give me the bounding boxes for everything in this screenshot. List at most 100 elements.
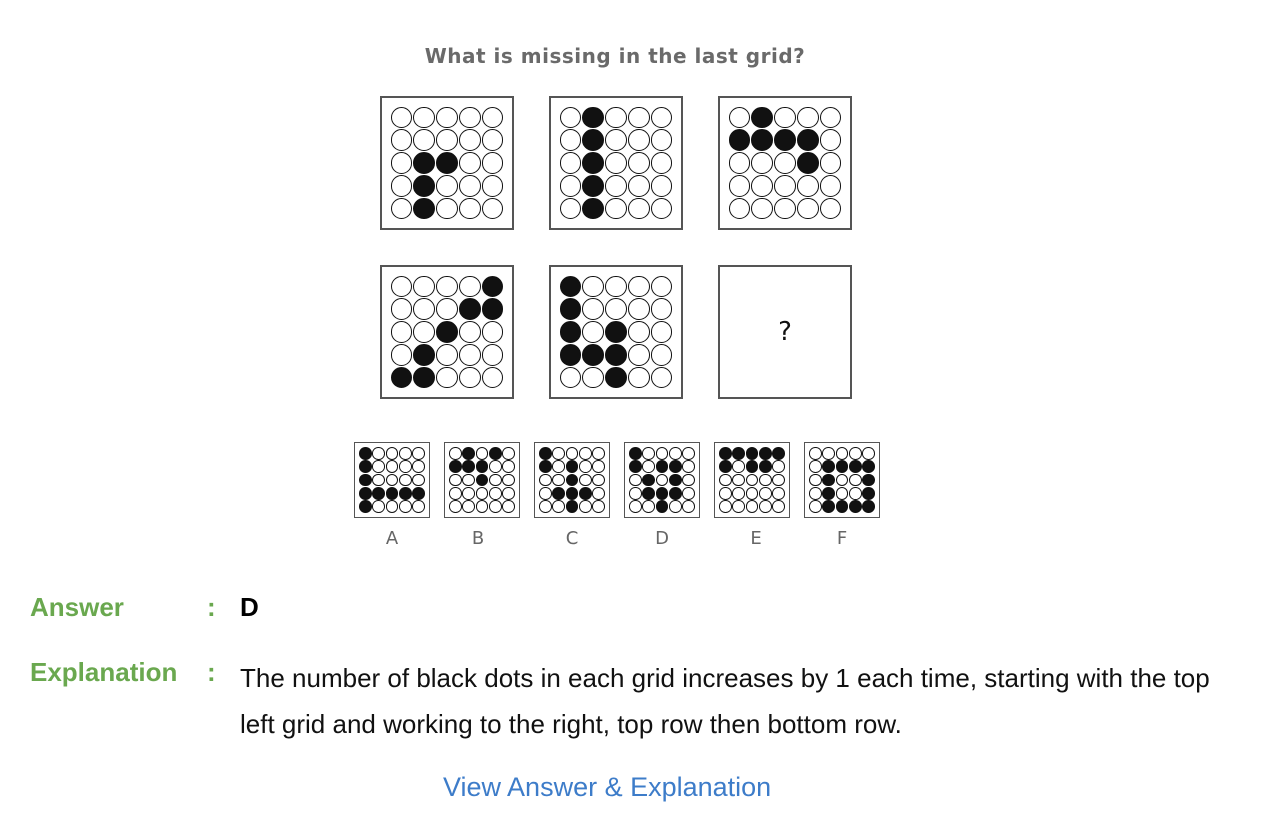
white-dot: [372, 500, 385, 513]
black-dot: [413, 152, 435, 174]
white-dot: [751, 152, 773, 174]
white-dot: [489, 460, 502, 473]
white-dot: [386, 500, 399, 513]
black-dot: [797, 152, 819, 174]
white-dot: [774, 175, 796, 197]
white-dot: [642, 460, 655, 473]
white-dot: [459, 367, 481, 389]
white-dot: [476, 447, 489, 460]
white-dot: [482, 152, 504, 174]
black-dot: [462, 447, 475, 460]
black-dot: [482, 276, 504, 298]
option-grid-a[interactable]: [354, 442, 430, 518]
white-dot: [552, 474, 565, 487]
white-dot: [682, 460, 695, 473]
black-dot: [729, 129, 751, 151]
white-dot: [489, 487, 502, 500]
white-dot: [651, 367, 673, 389]
puzzle-grid-1: [380, 96, 514, 230]
white-dot: [482, 129, 504, 151]
white-dot: [651, 129, 673, 151]
white-dot: [592, 460, 605, 473]
white-dot: [482, 175, 504, 197]
black-dot: [862, 500, 875, 513]
white-dot: [836, 447, 849, 460]
white-dot: [399, 460, 412, 473]
white-dot: [849, 447, 862, 460]
white-dot: [459, 152, 481, 174]
black-dot: [746, 460, 759, 473]
black-dot: [359, 447, 372, 460]
option-grid-e[interactable]: [714, 442, 790, 518]
white-dot: [582, 298, 604, 320]
black-dot: [449, 460, 462, 473]
black-dot: [579, 487, 592, 500]
white-dot: [820, 175, 842, 197]
black-dot: [719, 460, 732, 473]
white-dot: [412, 474, 425, 487]
white-dot: [412, 447, 425, 460]
white-dot: [669, 447, 682, 460]
explanation-label: Explanation: [30, 657, 177, 688]
white-dot: [436, 175, 458, 197]
white-dot: [772, 460, 785, 473]
black-dot: [582, 129, 604, 151]
white-dot: [682, 474, 695, 487]
answer-label: Answer: [30, 592, 124, 623]
white-dot: [628, 198, 650, 220]
white-dot: [566, 447, 579, 460]
white-dot: [391, 321, 413, 343]
white-dot: [413, 129, 435, 151]
black-dot: [642, 487, 655, 500]
white-dot: [682, 500, 695, 513]
option-letter-f: F: [804, 528, 880, 549]
white-dot: [476, 500, 489, 513]
white-dot: [605, 298, 627, 320]
black-dot: [482, 298, 504, 320]
white-dot: [502, 447, 515, 460]
white-dot: [449, 500, 462, 513]
option-grid-f[interactable]: [804, 442, 880, 518]
black-dot: [552, 487, 565, 500]
white-dot: [391, 344, 413, 366]
white-dot: [436, 298, 458, 320]
option-letter-a: A: [354, 528, 430, 549]
white-dot: [459, 321, 481, 343]
white-dot: [399, 474, 412, 487]
white-dot: [729, 152, 751, 174]
white-dot: [413, 107, 435, 129]
white-dot: [449, 487, 462, 500]
white-dot: [629, 474, 642, 487]
white-dot: [651, 344, 673, 366]
black-dot: [413, 198, 435, 220]
option-grid-b[interactable]: [444, 442, 520, 518]
white-dot: [642, 500, 655, 513]
white-dot: [820, 107, 842, 129]
white-dot: [862, 447, 875, 460]
white-dot: [605, 198, 627, 220]
black-dot: [436, 321, 458, 343]
white-dot: [651, 321, 673, 343]
option-grid-c[interactable]: [534, 442, 610, 518]
white-dot: [849, 474, 862, 487]
answer-value: D: [240, 592, 259, 623]
option-grid-d[interactable]: [624, 442, 700, 518]
black-dot: [642, 474, 655, 487]
black-dot: [629, 447, 642, 460]
white-dot: [592, 500, 605, 513]
white-dot: [629, 487, 642, 500]
white-dot: [560, 175, 582, 197]
white-dot: [579, 500, 592, 513]
white-dot: [560, 152, 582, 174]
view-answer-link[interactable]: View Answer & Explanation: [443, 772, 771, 803]
black-dot: [413, 175, 435, 197]
white-dot: [386, 460, 399, 473]
white-dot: [628, 344, 650, 366]
white-dot: [413, 276, 435, 298]
white-dot: [651, 152, 673, 174]
white-dot: [669, 500, 682, 513]
white-dot: [836, 487, 849, 500]
white-dot: [628, 175, 650, 197]
white-dot: [449, 474, 462, 487]
white-dot: [719, 487, 732, 500]
